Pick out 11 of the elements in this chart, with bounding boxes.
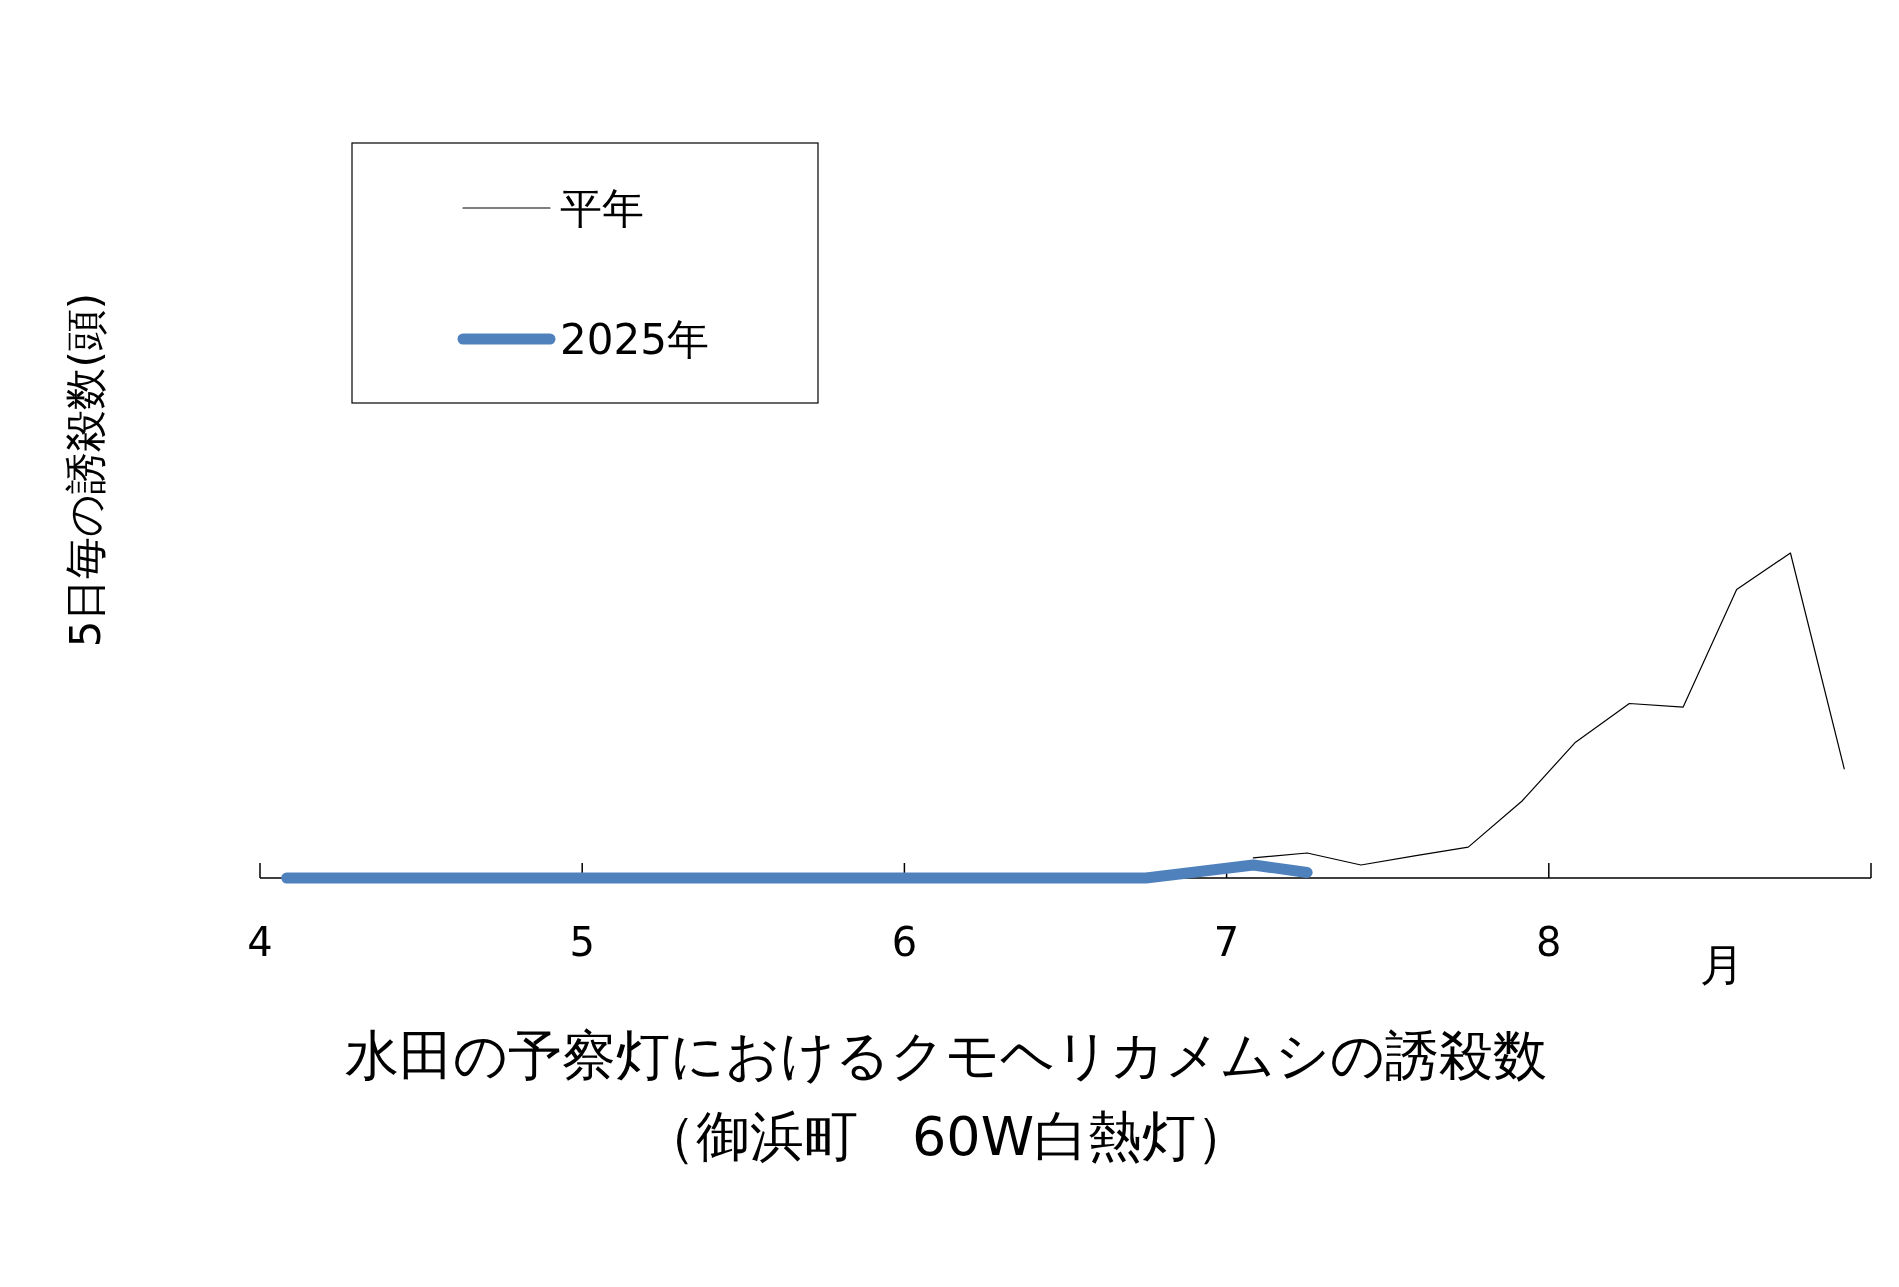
x-tick-label: 5 <box>569 919 595 965</box>
x-tick-label: 8 <box>1536 919 1562 965</box>
y-axis-title: 5日毎の誘殺数(頭) <box>61 292 110 648</box>
text: 水田の予察灯におけるクモヘリカメムシの誘殺数 <box>345 1024 1547 1087</box>
legend-label: 平年 <box>560 184 644 233</box>
legend-label: 2025年 <box>560 315 709 364</box>
x-tick-label: 7 <box>1213 919 1240 965</box>
text: （御浜町 60W白熱灯） <box>641 1105 1251 1168</box>
x-tick-label: 4 <box>247 919 273 965</box>
x-tick-label: 6 <box>891 919 918 965</box>
x-axis-title: 月 <box>1700 939 1744 990</box>
